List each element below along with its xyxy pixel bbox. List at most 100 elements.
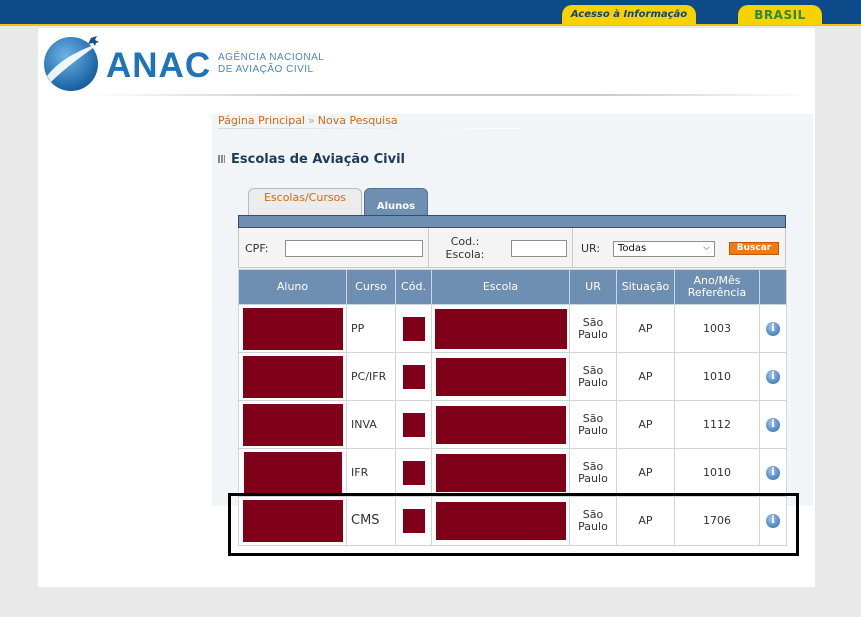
escola-cell [431, 304, 570, 353]
page-title: Escolas de Aviação Civil [218, 152, 405, 167]
redacted-cod [402, 509, 425, 533]
breadcrumb-underline [218, 128, 518, 129]
escola-cell [431, 496, 570, 546]
table-row: INVA São Paulo AP 1112 i [238, 400, 787, 449]
redacted-aluno [242, 307, 343, 350]
ur-line-2: Paulo [578, 423, 608, 437]
info-icon[interactable]: i [766, 514, 780, 528]
info-cell: i [759, 496, 787, 546]
cod-escola-label: Cod.: Escola: [437, 235, 493, 261]
cod-cell [395, 496, 432, 546]
col-cod[interactable]: Cód. [395, 269, 432, 305]
table-row: IFR São Paulo AP 1010 i [238, 448, 787, 497]
ur-cell: UR: Todas ⌵ Buscar [573, 228, 787, 268]
ur-line-2: Paulo [578, 375, 608, 389]
ur-cell-value: São Paulo [569, 448, 617, 497]
redacted-escola [435, 357, 566, 396]
col-aluno[interactable]: Aluno [238, 269, 347, 305]
ur-line-2: Paulo [578, 520, 608, 533]
ur-cell-value: São Paulo [569, 496, 617, 546]
info-cell: i [759, 304, 787, 353]
ur-line-1: São [582, 459, 604, 473]
ur-line-1: São [582, 508, 604, 521]
col-ur[interactable]: UR [569, 269, 617, 305]
tab-escolas-cursos[interactable]: Escolas/Cursos [248, 188, 362, 215]
cod-cell [395, 400, 432, 449]
col-ano-mes-referencia[interactable]: Ano/Mês Referência [674, 269, 760, 305]
redacted-cod [402, 460, 425, 485]
curso-cell: PP [346, 304, 396, 353]
redacted-cod [402, 364, 425, 389]
ur-label: UR: [581, 242, 601, 255]
table-header-row: Aluno Curso Cód. Escola UR Situação Ano/… [238, 269, 787, 305]
redacted-aluno [243, 451, 342, 494]
info-cell: i [759, 352, 787, 401]
anac-logo-subtitle: AGÊNCIA NACIONAL DE AVIAÇÃO CIVIL [218, 52, 324, 76]
cpf-input[interactable] [285, 240, 423, 257]
col-ano-mes-line-2: Referência [687, 286, 747, 299]
ano-mes-cell: 1003 [674, 304, 760, 353]
redacted-escola [435, 405, 566, 444]
info-icon[interactable]: i [766, 369, 780, 384]
page-container: ANAC AGÊNCIA NACIONAL DE AVIAÇÃO CIVIL P… [38, 28, 815, 587]
escola-cell [431, 448, 570, 497]
redacted-escola [435, 453, 566, 492]
redacted-escola [434, 308, 567, 349]
alunos-table: Aluno Curso Cód. Escola UR Situação Ano/… [238, 269, 787, 546]
cod-cell [395, 448, 432, 497]
col-situacao[interactable]: Situação [616, 269, 675, 305]
chevron-down-icon: ⌵ [703, 243, 710, 253]
tab-alunos[interactable]: Alunos [364, 188, 428, 215]
ur-cell-value: São Paulo [569, 400, 617, 449]
aluno-cell [238, 400, 347, 449]
breadcrumb-current-link[interactable]: Nova Pesquisa [317, 114, 398, 127]
breadcrumb-home-link[interactable]: Página Principal [218, 114, 306, 127]
page-title-text: Escolas de Aviação Civil [231, 152, 406, 167]
cod-cell [395, 304, 432, 353]
redacted-cod [402, 316, 425, 341]
situacao-cell: AP [616, 304, 675, 353]
curso-cell: CMS [346, 496, 396, 546]
ano-mes-cell: 1010 [674, 448, 760, 497]
table-row: CMS São Paulo AP 1706 i [238, 496, 787, 546]
cod-escola-label-line-1: Cod.: [450, 235, 480, 248]
header-divider [90, 94, 810, 96]
ano-mes-cell: 1706 [674, 496, 760, 546]
anac-airplane-globe-icon[interactable] [41, 32, 105, 92]
col-ano-mes-line-1: Ano/Mês [693, 274, 741, 287]
ur-selected-value: Todas [618, 243, 647, 254]
ano-mes-cell: 1010 [674, 352, 760, 401]
cod-escola-label-line-2: Escola: [445, 248, 485, 261]
col-curso[interactable]: Curso [346, 269, 396, 305]
info-icon[interactable]: i [766, 321, 780, 336]
logo-sub-line-1: AGÊNCIA NACIONAL [218, 52, 325, 63]
ur-cell-value: São Paulo [569, 304, 617, 353]
cod-escola-input[interactable] [511, 240, 567, 257]
ano-mes-cell: 1112 [674, 400, 760, 449]
situacao-cell: AP [616, 496, 675, 546]
aluno-cell [238, 304, 347, 353]
redacted-aluno [242, 355, 343, 398]
situacao-cell: AP [616, 448, 675, 497]
col-escola[interactable]: Escola [431, 269, 570, 305]
redacted-cod [402, 412, 425, 437]
redacted-escola [435, 502, 566, 540]
ur-line-2: Paulo [578, 327, 608, 341]
info-cell: i [759, 448, 787, 497]
aluno-cell [238, 352, 347, 401]
ur-line-1: São [582, 363, 604, 377]
info-icon[interactable]: i [766, 465, 780, 480]
table-row: PC/IFR São Paulo AP 1010 i [238, 352, 787, 401]
curso-cell: IFR [346, 448, 396, 497]
info-icon[interactable]: i [766, 417, 780, 432]
tab-content-bar [238, 215, 786, 228]
brasil-portal-link[interactable]: BRASIL [738, 5, 822, 25]
buscar-button[interactable]: Buscar [729, 242, 779, 255]
curso-cell: INVA [346, 400, 396, 449]
ur-select[interactable]: Todas ⌵ [613, 241, 715, 257]
acesso-informacao-link[interactable]: Acesso à Informação [562, 5, 696, 25]
info-cell: i [759, 400, 787, 449]
situacao-cell: AP [616, 400, 675, 449]
cpf-label: CPF: [245, 242, 269, 255]
ur-line-1: São [582, 411, 604, 425]
